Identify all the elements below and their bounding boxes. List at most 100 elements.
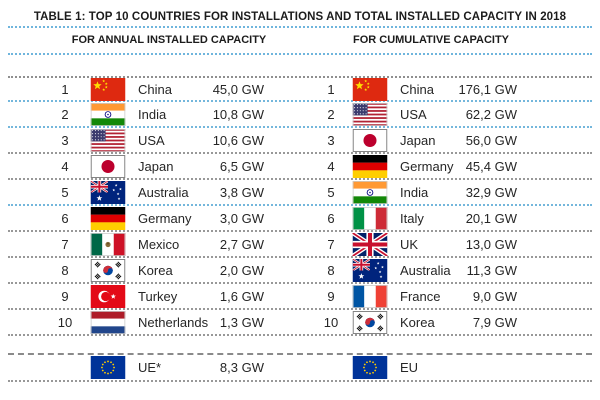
rank-cell: 4 — [61, 158, 69, 174]
flag-eu-icon — [90, 356, 126, 379]
flag-japan-icon — [352, 128, 388, 152]
annual-row-cells: 7 Mexico 2,7 GW — [8, 232, 300, 256]
flag-usa-icon — [352, 102, 388, 126]
rank-cell: 4 — [327, 158, 335, 174]
flag-india-icon — [90, 102, 126, 126]
country-name: Korea — [138, 262, 173, 278]
table-row: 2 India 10,8 GW 2 USA 62,2 GW — [8, 102, 592, 128]
flag-germany-icon — [352, 154, 388, 178]
country-name: Australia — [138, 184, 189, 200]
annual-eu-cells: UE* 8,3 GW — [8, 356, 300, 379]
annual-row-cells: 6 Germany 3,0 GW — [8, 206, 300, 230]
capacity-value: 13,0 GW — [465, 236, 517, 252]
country-name: USA — [138, 132, 165, 148]
country-name: Italy — [400, 210, 424, 226]
country-name: India — [400, 184, 429, 200]
country-name: India — [138, 106, 167, 122]
flag-india-icon — [352, 180, 388, 204]
flag-australia-icon — [90, 180, 126, 204]
capacity-value: 1,3 GW — [219, 314, 264, 330]
eu-total-row: UE* 8,3 GW EU — [8, 353, 592, 382]
capacity-value: 10,8 GW — [212, 106, 264, 122]
annual-row-cells: 8 Korea 2,0 GW — [8, 258, 300, 282]
capacity-value: 11,3 GW — [466, 262, 517, 278]
country-name: Korea — [400, 314, 435, 330]
flag-china-icon — [90, 77, 126, 101]
table-row: 4 Japan 6,5 GW 4 Germany 45,4 GW — [8, 154, 592, 180]
flag-netherlands-icon — [90, 310, 126, 334]
rank-cell: 3 — [61, 132, 69, 148]
divider — [8, 26, 592, 28]
table-footer: UE* 8,3 GW EU — [0, 353, 600, 382]
table-row: 5 Australia 3,8 GW 5 India 32,9 GW — [8, 180, 592, 206]
rank-cell: 9 — [61, 288, 69, 304]
capacity-value: 9,0 GW — [472, 288, 517, 304]
flag-australia-icon — [352, 258, 388, 282]
country-name: Netherlands — [138, 314, 209, 330]
rank-cell: 10 — [323, 314, 339, 330]
capacity-value: 10,6 GW — [212, 132, 264, 148]
rank-cell: 5 — [327, 184, 335, 200]
capacity-value: 176,1 GW — [458, 81, 517, 97]
table-row: 3 USA 10,6 GW 3 Japan 56,0 GW — [8, 128, 592, 154]
flag-china-icon — [352, 77, 388, 101]
country-name: Germany — [138, 210, 192, 226]
table-row: 6 Germany 3,0 GW 6 Italy 20,1 GW — [8, 206, 592, 232]
annual-row-cells: 3 USA 10,6 GW — [8, 128, 300, 152]
table-row: 1 China 45,0 GW 1 China 176,1 GW — [8, 76, 592, 102]
capacity-value: 20,1 GW — [465, 210, 517, 226]
rank-cell: 8 — [327, 262, 335, 278]
country-name: UK — [400, 236, 419, 252]
flag-italy-icon — [352, 206, 388, 230]
cumulative-row-cells: 4 Germany 45,4 GW — [300, 154, 592, 178]
flag-eu-icon — [352, 356, 388, 379]
country-name: Japan — [138, 158, 174, 174]
column-headers: FOR ANNUAL INSTALLED CAPACITY FOR CUMULA… — [8, 28, 592, 53]
eu-label: EU — [400, 360, 419, 375]
spacer — [0, 336, 600, 353]
eu-label: UE* — [138, 360, 162, 375]
country-name: Japan — [400, 132, 436, 148]
cumulative-row-cells: 1 China 176,1 GW — [300, 77, 592, 101]
rank-cell: 2 — [61, 106, 69, 122]
table-row: 10 Netherlands 1,3 GW 10 Korea 7,9 GW — [8, 310, 592, 336]
cumulative-row-cells: 6 Italy 20,1 GW — [300, 206, 592, 230]
table-row: 7 Mexico 2,7 GW 7 UK 13,0 GW — [8, 232, 592, 258]
country-name: Mexico — [138, 236, 180, 252]
capacity-value: 7,9 GW — [472, 314, 517, 330]
cumulative-row-cells: 7 UK 13,0 GW — [300, 232, 592, 256]
column-header-annual: FOR ANNUAL INSTALLED CAPACITY — [71, 34, 267, 46]
cumulative-row-cells: 8 Australia 11,3 GW — [300, 258, 592, 282]
capacity-value: 56,0 GW — [465, 132, 517, 148]
country-name: France — [400, 288, 441, 304]
rank-cell: 1 — [327, 81, 335, 97]
capacity-value: 6,5 GW — [219, 158, 264, 174]
annual-row-cells: 10 Netherlands 1,3 GW — [8, 310, 300, 334]
flag-korea-icon — [352, 310, 388, 334]
capacity-value: 45,0 GW — [212, 81, 264, 97]
capacity-value: 45,4 GW — [465, 158, 517, 174]
country-name: China — [400, 81, 434, 97]
flag-mexico-icon — [90, 232, 126, 256]
flag-korea-icon — [90, 258, 126, 282]
cumulative-row-cells: 3 Japan 56,0 GW — [300, 128, 592, 152]
rank-cell: 10 — [57, 314, 73, 330]
spacer — [0, 55, 600, 76]
rank-cell: 3 — [327, 132, 335, 148]
rank-cell: 7 — [61, 236, 69, 252]
annual-row-cells: 9 Turkey 1,6 GW — [8, 284, 300, 308]
capacity-value: 2,7 GW — [219, 236, 264, 252]
divider — [8, 53, 592, 55]
flag-japan-icon — [90, 154, 126, 178]
annual-row-cells: 5 Australia 3,8 GW — [8, 180, 300, 204]
capacity-value: 62,2 GW — [465, 106, 517, 122]
country-name: China — [138, 81, 172, 97]
rank-cell: 2 — [327, 106, 335, 122]
capacity-value: 32,9 GW — [465, 184, 517, 200]
cumulative-eu-cells: EU — [300, 356, 592, 379]
annual-row-cells: 2 India 10,8 GW — [8, 102, 300, 126]
cumulative-row-cells: 9 France 9,0 GW — [300, 284, 592, 308]
rank-cell: 6 — [61, 210, 69, 226]
table-body: 1 China 45,0 GW 1 China 176,1 GW 2 India 10,8 GW… — [0, 76, 600, 336]
capacity-value: 1,6 GW — [219, 288, 264, 304]
